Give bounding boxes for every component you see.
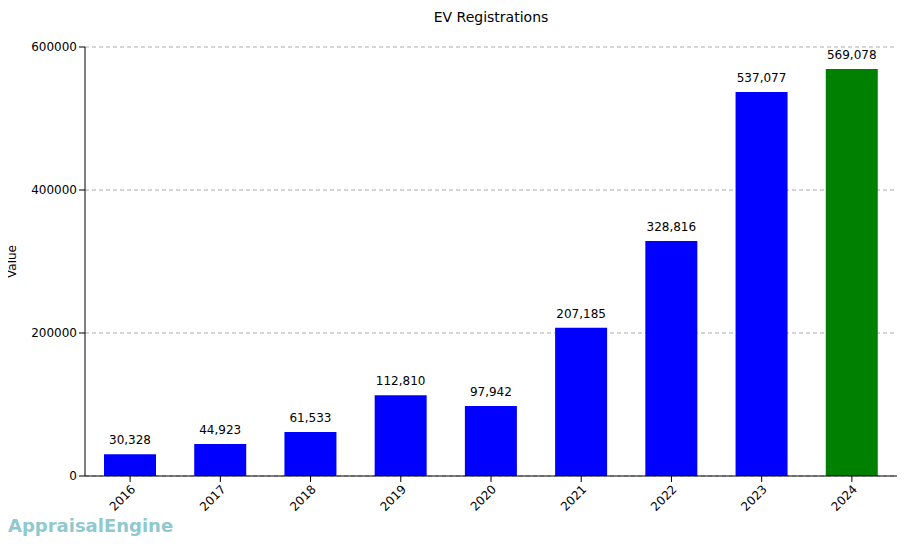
svg-text:112,810: 112,810 <box>376 374 426 388</box>
svg-text:44,923: 44,923 <box>199 423 241 437</box>
svg-text:2023: 2023 <box>738 482 769 513</box>
svg-text:97,942: 97,942 <box>470 385 512 399</box>
svg-text:2018: 2018 <box>287 482 318 513</box>
svg-text:207,185: 207,185 <box>556 307 606 321</box>
svg-text:2021: 2021 <box>558 482 589 513</box>
svg-text:61,533: 61,533 <box>289 411 331 425</box>
svg-text:2017: 2017 <box>197 482 228 513</box>
html-text:AppraisalEngine: AppraisalEngine <box>8 515 174 536</box>
svg-text:2019: 2019 <box>377 482 408 513</box>
html-text:EV Registrations: EV Registrations <box>433 9 549 25</box>
svg-text:Value: Value <box>8 245 19 278</box>
svg-text:30,328: 30,328 <box>109 433 151 447</box>
svg-text:600000: 600000 <box>31 40 77 54</box>
svg-text:2016: 2016 <box>107 482 138 513</box>
svg-text:2024: 2024 <box>829 482 860 513</box>
svg-text:328,816: 328,816 <box>647 220 697 234</box>
svg-text:537,077: 537,077 <box>737 71 787 85</box>
svg-text:2020: 2020 <box>468 482 499 513</box>
svg-text:0: 0 <box>69 469 77 483</box>
svg-text:569,078: 569,078 <box>827 48 877 62</box>
svg-text:200000: 200000 <box>31 326 77 340</box>
svg-text:2022: 2022 <box>648 482 679 513</box>
svg-text:400000: 400000 <box>31 183 77 197</box>
